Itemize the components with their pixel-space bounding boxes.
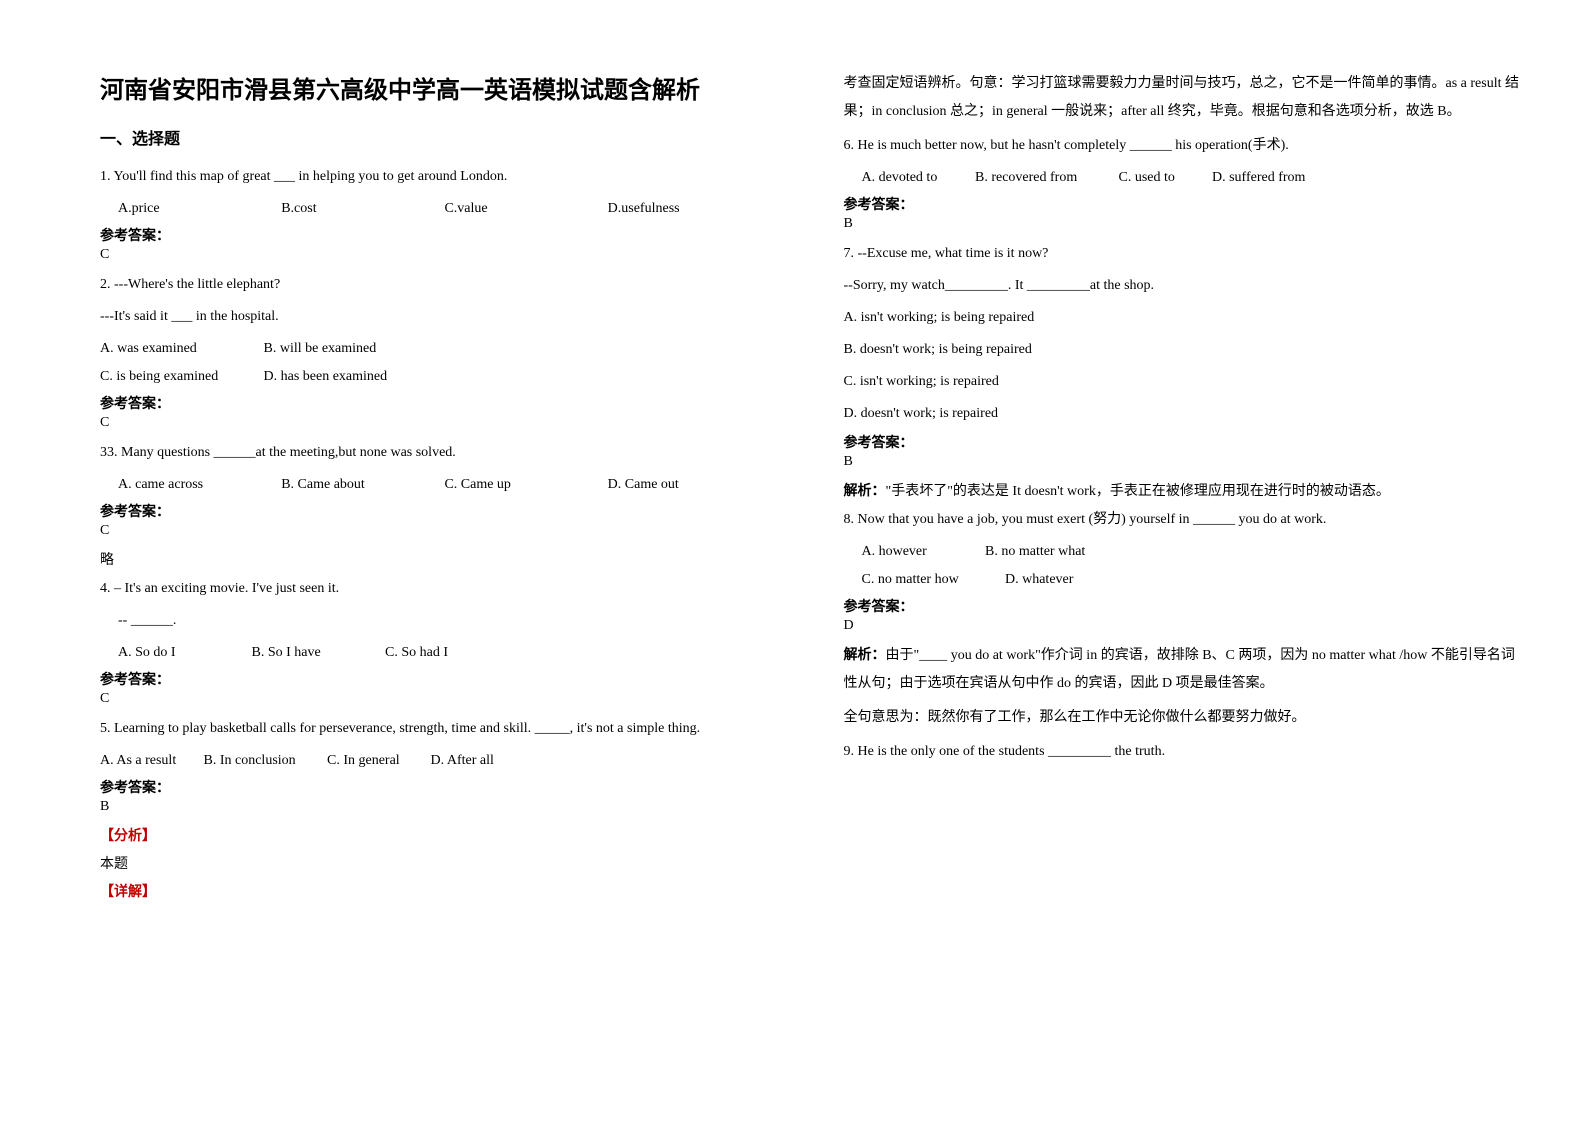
q8-explain-block1: 解析：由于"____ you do at work"作介词 in 的宾语，故排除… [844,642,1528,698]
q8-stem: 8. Now that you have a job, you must exe… [844,506,1528,534]
q5-opt-a: A. As a result [100,747,200,775]
q8-answer: D [844,618,1528,634]
q4-opt-b: B. So I have [252,639,382,667]
q2-options-row1: A. was examined B. will be examined [100,335,784,363]
q2-stem-2: ---It's said it ___ in the hospital. [100,303,784,331]
q5-answer: B [100,799,784,815]
q5-opt-b: B. In conclusion [204,747,324,775]
q33-options: A. came across B. Came about C. Came up … [100,471,784,499]
q6-opt-c: C. used to [1119,164,1209,192]
q1-answer: C [100,247,784,263]
q8-explain-2: 全句意思为：既然你有了工作，那么在工作中无论你做什么都要努力做好。 [844,704,1528,732]
q4-opt-c: C. So had I [385,639,448,667]
page: 河南省安阳市滑县第六高级中学高一英语模拟试题含解析 一、选择题 1. You'l… [0,0,1587,1122]
q33-opt-a: A. came across [118,471,278,499]
q4-answer: C [100,691,784,707]
doc-title: 河南省安阳市滑县第六高级中学高一英语模拟试题含解析 [100,70,784,105]
q33-opt-d: D. Came out [608,471,768,499]
q2-stem-1: 2. ---Where's the little elephant? [100,271,784,299]
q5-opt-d: D. After all [431,747,494,775]
q8-opt-d: D. whatever [1005,566,1073,594]
q5-tag-detail: 【详解】 [100,879,784,907]
q4-options: A. So do I B. So I have C. So had I [100,639,784,667]
q1-opt-a: A.price [118,195,278,223]
q8-options-row1: A. however B. no matter what [844,538,1528,566]
q9-stem: 9. He is the only one of the students __… [844,738,1528,766]
q2-opt-d: D. has been examined [264,363,388,391]
q6-answer-label: 参考答案： [844,194,1528,214]
q8-explain-label: 解析： [844,648,886,663]
q4-opt-a: A. So do I [118,639,248,667]
q7-explain-line: 解析："手表坏了"的表达是 It doesn't work，手表正在被修理应用现… [844,478,1528,506]
q33-note: 略 [100,547,784,575]
q2-answer-label: 参考答案： [100,393,784,413]
q5-explain: 考查固定短语辨析。句意：学习打篮球需要毅力力量时间与技巧，总之，它不是一件简单的… [844,70,1528,126]
q8-opt-a: A. however [862,538,982,566]
q7-opt-d: D. doesn't work; is repaired [844,400,1528,428]
q2-opt-a: A. was examined [100,335,260,363]
q7-opt-b: B. doesn't work; is being repaired [844,336,1528,364]
q1-answer-label: 参考答案： [100,225,784,245]
q6-answer: B [844,216,1528,232]
q4-stem-1: 4. – It's an exciting movie. I've just s… [100,575,784,603]
q33-answer-label: 参考答案： [100,501,784,521]
q2-answer: C [100,415,784,431]
q2-opt-b: B. will be examined [264,335,377,363]
q33-opt-b: B. Came about [281,471,441,499]
q1-stem: 1. You'll find this map of great ___ in … [100,163,784,191]
q7-explain: "手表坏了"的表达是 It doesn't work，手表正在被修理应用现在进行… [886,484,1390,499]
q7-answer-label: 参考答案： [844,432,1528,452]
left-column: 河南省安阳市滑县第六高级中学高一英语模拟试题含解析 一、选择题 1. You'l… [100,70,814,1082]
q7-opt-c: C. isn't working; is repaired [844,368,1528,396]
q6-opt-b: B. recovered from [975,164,1115,192]
q5-stem: 5. Learning to play basketball calls for… [100,715,784,743]
q7-opt-a: A. isn't working; is being repaired [844,304,1528,332]
section-heading: 一、选择题 [100,125,784,149]
q8-explain-1: 由于"____ you do at work"作介词 in 的宾语，故排除 B、… [844,648,1515,691]
q1-options: A.price B.cost C.value D.usefulness [100,195,784,223]
q8-options-row2: C. no matter how D. whatever [844,566,1528,594]
q8-answer-label: 参考答案： [844,596,1528,616]
q7-explain-label: 解析： [844,484,886,499]
q5-options: A. As a result B. In conclusion C. In ge… [100,747,784,775]
q5-answer-label: 参考答案： [100,777,784,797]
q7-stem-2: --Sorry, my watch_________. It _________… [844,272,1528,300]
q6-opt-d: D. suffered from [1212,164,1305,192]
q2-options-row2: C. is being examined D. has been examine… [100,363,784,391]
q1-opt-d: D.usefulness [608,195,768,223]
q33-stem: 33. Many questions ______at the meeting,… [100,439,784,467]
q7-stem-1: 7. --Excuse me, what time is it now? [844,240,1528,268]
q33-answer: C [100,523,784,539]
q6-options: A. devoted to B. recovered from C. used … [844,164,1528,192]
q33-opt-c: C. Came up [444,471,604,499]
q1-opt-c: C.value [444,195,604,223]
q6-stem: 6. He is much better now, but he hasn't … [844,132,1528,160]
q8-opt-b: B. no matter what [985,538,1085,566]
q4-stem-2: -- ______. [100,607,784,635]
q8-opt-c: C. no matter how [862,566,1002,594]
q5-tag-analysis: 【分析】 [100,823,784,851]
q7-answer: B [844,454,1528,470]
q5-opt-c: C. In general [327,747,427,775]
q5-tag-analysis-body: 本题 [100,851,784,879]
q6-opt-a: A. devoted to [862,164,972,192]
q2-opt-c: C. is being examined [100,363,260,391]
right-column: 考查固定短语辨析。句意：学习打篮球需要毅力力量时间与技巧，总之，它不是一件简单的… [814,70,1528,1082]
q4-answer-label: 参考答案： [100,669,784,689]
q1-opt-b: B.cost [281,195,441,223]
